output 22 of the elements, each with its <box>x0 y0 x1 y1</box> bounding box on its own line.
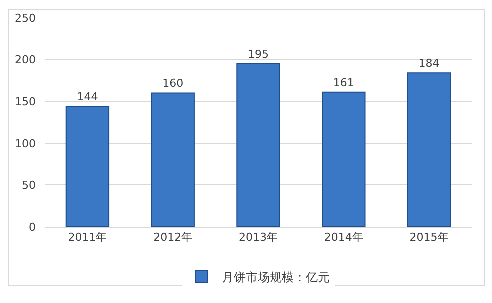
bar <box>66 106 110 227</box>
x-tick-label: 2012年 <box>154 231 193 244</box>
data-label: 144 <box>77 90 98 104</box>
bar <box>236 63 280 227</box>
bar <box>407 72 452 227</box>
x-tick-label: 2014年 <box>324 231 364 244</box>
bar <box>151 92 195 227</box>
y-tick-label: 100 <box>15 137 36 150</box>
data-label: 184 <box>418 57 440 70</box>
x-tick-label: 2011年 <box>68 231 108 244</box>
y-tick-label: 150 <box>15 95 36 108</box>
y-tick-label: 250 <box>15 12 36 25</box>
data-label: 160 <box>162 77 184 90</box>
data-label: 195 <box>248 48 269 61</box>
y-tick-label: 200 <box>15 54 36 67</box>
x-tick-label: 2015年 <box>410 231 449 244</box>
y-tick-label: 0 <box>29 220 36 234</box>
legend-label: 月饼市场规模：亿元 <box>222 270 330 285</box>
y-tick-label: 50 <box>22 179 36 192</box>
x-tick-label: 2013年 <box>239 231 278 244</box>
bar <box>322 92 366 227</box>
data-label: 161 <box>333 76 354 90</box>
